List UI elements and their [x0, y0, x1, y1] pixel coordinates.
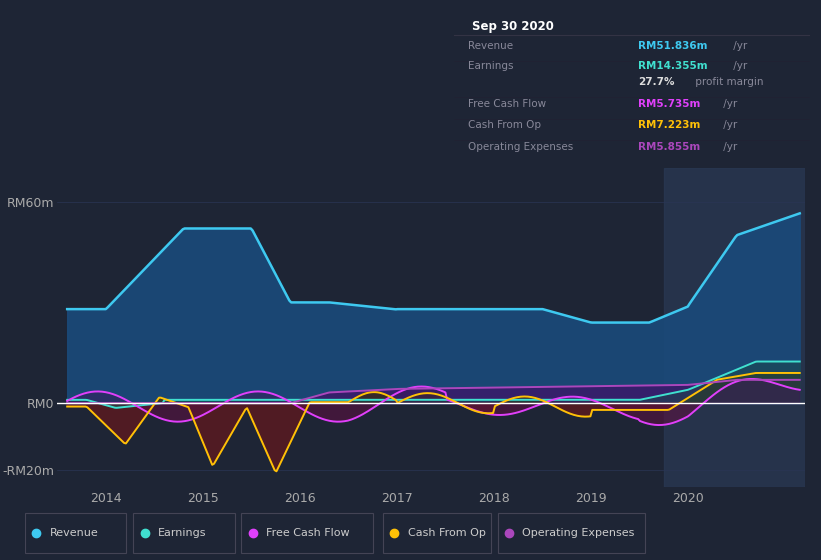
Text: Revenue: Revenue — [49, 528, 99, 538]
Text: /yr: /yr — [730, 41, 747, 51]
Text: /yr: /yr — [720, 99, 737, 109]
Text: Cash From Op: Cash From Op — [407, 528, 485, 538]
Text: RM14.355m: RM14.355m — [639, 61, 708, 71]
Text: /yr: /yr — [730, 61, 747, 71]
Text: Operating Expenses: Operating Expenses — [468, 142, 573, 152]
Text: Earnings: Earnings — [158, 528, 206, 538]
Text: Revenue: Revenue — [468, 41, 513, 51]
Text: Cash From Op: Cash From Op — [468, 120, 541, 130]
Text: RM5.855m: RM5.855m — [639, 142, 700, 152]
Text: Earnings: Earnings — [468, 61, 514, 71]
Text: /yr: /yr — [720, 120, 737, 130]
Text: profit margin: profit margin — [691, 77, 764, 87]
Text: Free Cash Flow: Free Cash Flow — [266, 528, 350, 538]
Text: Operating Expenses: Operating Expenses — [522, 528, 635, 538]
Text: RM51.836m: RM51.836m — [639, 41, 708, 51]
Text: RM7.223m: RM7.223m — [639, 120, 701, 130]
Bar — [664, 168, 805, 487]
Text: RM5.735m: RM5.735m — [639, 99, 701, 109]
Text: Sep 30 2020: Sep 30 2020 — [472, 21, 553, 34]
Text: /yr: /yr — [720, 142, 737, 152]
Text: 27.7%: 27.7% — [639, 77, 675, 87]
Text: Free Cash Flow: Free Cash Flow — [468, 99, 546, 109]
